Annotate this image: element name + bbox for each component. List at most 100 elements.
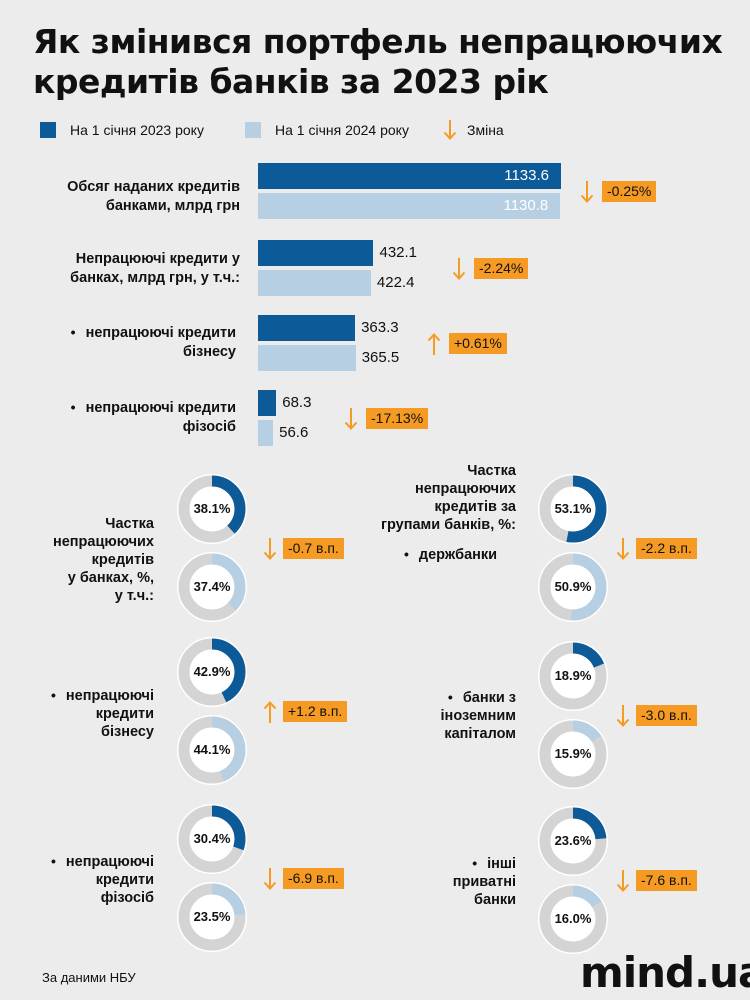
donut-left-heading: Частка непрацюючих кредитів у банках, %,… — [30, 515, 154, 605]
donut-value-label: 37.4% — [193, 579, 231, 594]
legend-label-2023: На 1 січня 2023 року — [70, 122, 204, 138]
donut-segment — [178, 805, 246, 873]
change-badge: -6.9 в.п. — [283, 868, 344, 889]
bar-value-label: 1133.6 — [504, 167, 549, 184]
donut-center — [551, 732, 595, 776]
page-title: Як змінився портфель непрацюючих кредиті… — [33, 22, 723, 101]
label-line: Частка — [467, 463, 516, 479]
donut-value-label: 18.9% — [554, 668, 592, 683]
arrow-up-icon — [427, 333, 441, 355]
donut-value-label: 23.5% — [193, 909, 231, 924]
bullet-icon: • — [447, 689, 453, 705]
donut-chart — [538, 806, 608, 876]
donut-center — [190, 895, 234, 939]
label-line: кредитів — [91, 552, 154, 568]
label-text: непрацюючі — [65, 854, 154, 870]
donut-label-other-private-banks: • інші приватні банки — [392, 854, 516, 909]
bar-2023 — [258, 390, 277, 416]
donut-center — [190, 487, 234, 531]
donut-segment — [178, 716, 246, 784]
bar-label-npl-total: Непрацюючі кредити у банках, млрд грн, у… — [20, 250, 240, 288]
donut-chart — [538, 552, 608, 622]
bar-value-label: 422.4 — [376, 274, 415, 291]
legend-label-change: Зміна — [467, 122, 504, 138]
donut-right-heading: Частка непрацюючих кредитів за групами б… — [366, 462, 516, 534]
donut-label-state-banks: • держбанки — [404, 545, 554, 564]
label-line: у т.ч.: — [114, 588, 154, 604]
donut-value-label: 42.9% — [193, 664, 231, 679]
legend-item-2023: На 1 січня 2023 року — [40, 118, 204, 142]
change-badge: -2.24% — [474, 258, 529, 279]
donut-center — [190, 565, 234, 609]
change-badge: +1.2 в.п. — [283, 701, 348, 722]
donut-value-label: 15.9% — [554, 746, 592, 761]
donut-center — [551, 487, 595, 531]
donut-center — [551, 565, 595, 609]
legend-item-change: Зміна — [443, 118, 504, 142]
bar-2023 — [258, 315, 356, 341]
label-line: непрацюючих — [414, 481, 516, 497]
bar-value-label: 1130.8 — [503, 197, 549, 214]
donut-value-label: 44.1% — [193, 742, 231, 757]
donut-chart — [177, 882, 247, 952]
label-line: банки — [474, 892, 516, 908]
legend-swatch-2024 — [245, 122, 261, 138]
arrow-down-icon — [344, 408, 358, 430]
bullet-icon: • — [70, 399, 76, 415]
donut-segment — [539, 720, 607, 788]
label-line: кредити — [95, 872, 154, 888]
donut-segment — [539, 885, 607, 953]
source-note: За даними НБУ — [42, 970, 136, 985]
bar-2023 — [258, 240, 374, 266]
arrow-down-icon — [452, 258, 466, 280]
label-line: • банки з — [392, 688, 516, 707]
bar-value-label: 56.6 — [279, 424, 309, 441]
donut-segment — [178, 475, 246, 543]
donut-center — [190, 650, 234, 694]
label-text: інші — [487, 856, 516, 872]
donut-center — [190, 728, 234, 772]
donut-value-label: 50.9% — [554, 579, 592, 594]
bullet-icon: • — [51, 853, 56, 869]
label-line: • непрацюючі — [30, 852, 154, 871]
bar-value-label: 365.5 — [361, 349, 400, 366]
donut-chart — [538, 641, 608, 711]
bar-2023 — [258, 163, 561, 189]
bar-value-label: 363.3 — [361, 319, 399, 336]
bullet-icon: • — [51, 687, 56, 703]
bullet-icon: • — [472, 855, 478, 871]
donut-label-foreign-banks: • банки з іноземним капіталом — [392, 688, 516, 743]
donut-chart — [177, 474, 247, 544]
arrow-down-icon — [443, 120, 457, 140]
bar-label-line: непрацюючі кредити бізнесу — [85, 325, 236, 360]
arrow-down-icon — [263, 868, 277, 890]
donut-center — [551, 897, 595, 941]
logo: mind.ua — [580, 948, 750, 997]
donut-chart — [177, 715, 247, 785]
donut-segment — [539, 642, 607, 710]
donut-chart — [538, 884, 608, 954]
donut-value-label: 23.6% — [554, 833, 592, 848]
change-badge: -3.0 в.п. — [636, 705, 697, 726]
donut-chart — [538, 474, 608, 544]
bar-label-line: Обсяг наданих кредитів банками, млрд грн — [67, 179, 240, 214]
label-line: приватні — [452, 874, 516, 890]
label-line: іноземним — [440, 708, 516, 724]
label-line: групами банків, %: — [380, 517, 516, 533]
donut-chart — [177, 552, 247, 622]
change-badge: -7.6 в.п. — [636, 870, 697, 891]
donut-segment — [539, 807, 607, 875]
label-line: непрацюючих — [52, 534, 154, 550]
label-line: бізнесу — [101, 724, 154, 740]
bar-label-total-loans: Обсяг наданих кредитів банками, млрд грн — [20, 178, 240, 216]
arrow-up-icon — [263, 701, 277, 723]
donut-segment — [178, 553, 246, 621]
label-line: Частка — [105, 516, 154, 532]
label-line: капіталом — [444, 726, 516, 742]
label-line: • непрацюючі — [30, 686, 154, 705]
bar-2024 — [258, 193, 561, 219]
change-badge: +0.61% — [449, 333, 507, 354]
arrow-down-icon — [263, 538, 277, 560]
bar-value-label: 68.3 — [282, 394, 312, 411]
label-line: фізосіб — [100, 890, 154, 906]
